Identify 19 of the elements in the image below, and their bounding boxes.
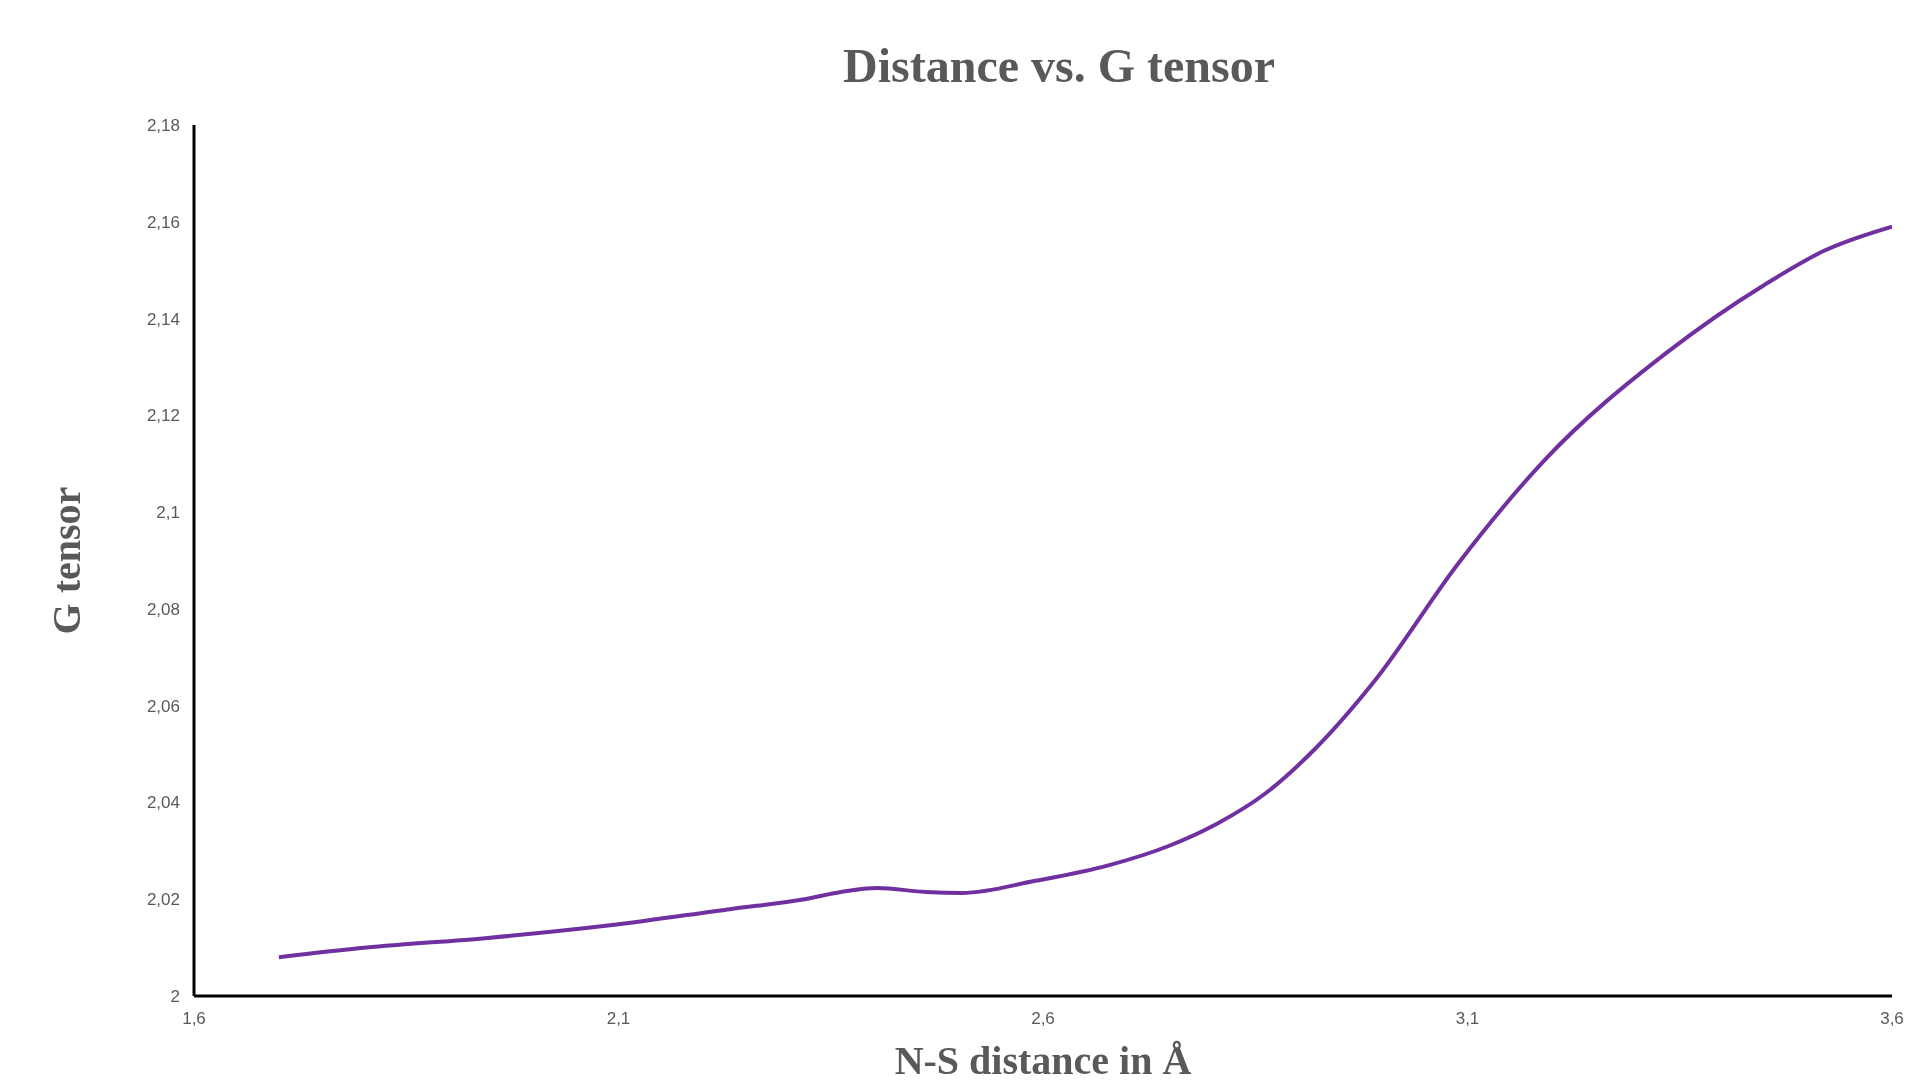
y-tick-label: 2,14 — [146, 309, 180, 329]
line-series — [276, 224, 1892, 960]
y-tick-label: 2,16 — [146, 212, 180, 232]
x-tick-label: 2,6 — [1031, 1009, 1055, 1029]
y-tick-label: 2,04 — [146, 793, 180, 813]
y-tick-label: 2,18 — [146, 116, 180, 136]
x-tick-label: 1,6 — [182, 1009, 206, 1029]
x-tick-label: 2,1 — [606, 1009, 631, 1029]
chart-title: Distance vs. G tensor — [842, 38, 1276, 93]
y-tick-label: 2,1 — [156, 503, 180, 523]
x-tick-label: 3,1 — [1455, 1009, 1480, 1029]
x-tick-label: 3,6 — [1880, 1009, 1904, 1029]
y-tick-label: 2 — [170, 987, 180, 1007]
x-axis-title: N-S distance in Å — [894, 1038, 1192, 1081]
y-tick-label: 2,12 — [146, 406, 180, 426]
y-tick-label: 2,08 — [146, 599, 180, 619]
y-tick-label: 2,06 — [146, 696, 180, 716]
y-axis-title: G tensor — [44, 486, 90, 635]
y-tick-label: 2,02 — [146, 890, 180, 910]
